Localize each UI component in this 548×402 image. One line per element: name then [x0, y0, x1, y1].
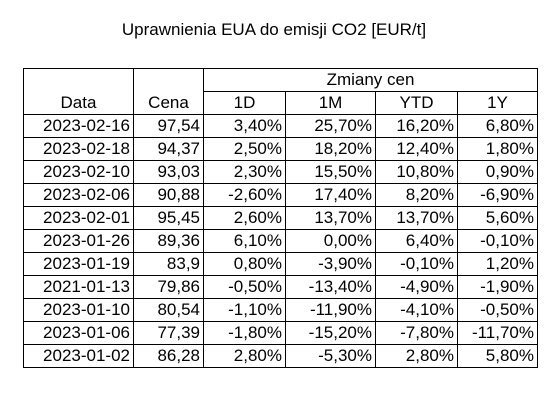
cell-ytd: 10,80% — [375, 160, 458, 184]
header-ytd: YTD — [375, 91, 458, 115]
header-row-group: Zmiany cen — [23, 68, 538, 92]
header-1d: 1D — [203, 91, 286, 115]
cell-1d: -1,10% — [203, 298, 286, 322]
table-row: 2023-01-10 80,54 -1,10% -11,90% -4,10% -0,50% — [23, 298, 538, 322]
cell-1m: 17,40% — [285, 183, 376, 207]
cell-ytd: -0,10% — [375, 252, 458, 276]
table-title: Uprawnienia EUA do emisji CO2 [EUR/t] — [121, 20, 427, 39]
cell-price: 93,03 — [133, 160, 204, 184]
cell-1d: -2,60% — [203, 183, 286, 207]
cell-1y: -11,70% — [457, 321, 538, 345]
cell-date: 2023-01-02 — [23, 344, 134, 368]
price-table: Zmiany cen Data Cena 1D 1M YTD 1Y 2023-0… — [23, 68, 538, 368]
cell-price: 94,37 — [133, 137, 204, 161]
cell-price: 77,39 — [133, 321, 204, 345]
cell-ytd: 13,70% — [375, 206, 458, 230]
table-row: 2023-02-06 90,88 -2,60% 17,40% 8,20% -6,90% — [23, 183, 538, 207]
header-spacer-date — [23, 68, 134, 92]
cell-1m: -5,30% — [285, 344, 376, 368]
cell-price: 89,36 — [133, 229, 204, 253]
cell-price: 83,9 — [133, 252, 204, 276]
header-1y: 1Y — [457, 91, 538, 115]
cell-price: 90,88 — [133, 183, 204, 207]
table-row: 2023-02-01 95,45 2,60% 13,70% 13,70% 5,60% — [23, 206, 538, 230]
header-date: Data — [23, 91, 134, 115]
cell-date: 2023-02-06 — [23, 183, 134, 207]
table-row: 2023-01-19 83,9 0,80% -3,90% -0,10% 1,20% — [23, 252, 538, 276]
cell-1d: 3,40% — [203, 114, 286, 138]
table-row: 2023-01-26 89,36 6,10% 0,00% 6,40% -0,10% — [23, 229, 538, 253]
header-group-changes: Zmiany cen — [203, 68, 538, 92]
cell-date: 2021-01-13 — [23, 275, 134, 299]
cell-1d: 0,80% — [203, 252, 286, 276]
cell-1m: 25,70% — [285, 114, 376, 138]
table-row: 2023-02-10 93,03 2,30% 15,50% 10,80% 0,90% — [23, 160, 538, 184]
cell-1d: 6,10% — [203, 229, 286, 253]
header-1m: 1M — [285, 91, 376, 115]
cell-date: 2023-01-26 — [23, 229, 134, 253]
cell-1m: -15,20% — [285, 321, 376, 345]
cell-ytd: 2,80% — [375, 344, 458, 368]
cell-1y: -0,50% — [457, 298, 538, 322]
cell-date: 2023-02-10 — [23, 160, 134, 184]
cell-1d: 2,30% — [203, 160, 286, 184]
cell-1d: 2,80% — [203, 344, 286, 368]
cell-ytd: 6,40% — [375, 229, 458, 253]
cell-price: 95,45 — [133, 206, 204, 230]
cell-price: 86,28 — [133, 344, 204, 368]
cell-date: 2023-01-19 — [23, 252, 134, 276]
cell-1m: -13,40% — [285, 275, 376, 299]
cell-ytd: 8,20% — [375, 183, 458, 207]
cell-price: 97,54 — [133, 114, 204, 138]
cell-1m: 0,00% — [285, 229, 376, 253]
header-price: Cena — [133, 91, 204, 115]
cell-1y: 6,80% — [457, 114, 538, 138]
cell-ytd: -7,80% — [375, 321, 458, 345]
cell-ytd: 16,20% — [375, 114, 458, 138]
table-row: 2023-01-02 86,28 2,80% -5,30% 2,80% 5,80% — [23, 344, 538, 368]
cell-1d: 2,50% — [203, 137, 286, 161]
cell-1y: 5,80% — [457, 344, 538, 368]
cell-1y: -1,90% — [457, 275, 538, 299]
cell-price: 79,86 — [133, 275, 204, 299]
cell-1m: 13,70% — [285, 206, 376, 230]
cell-1y: -0,10% — [457, 229, 538, 253]
table-row: 2021-01-13 79,86 -0,50% -13,40% -4,90% -1,90% — [23, 275, 538, 299]
cell-date: 2023-02-18 — [23, 137, 134, 161]
cell-price: 80,54 — [133, 298, 204, 322]
cell-date: 2023-01-10 — [23, 298, 134, 322]
cell-ytd: -4,90% — [375, 275, 458, 299]
header-row-columns: Data Cena 1D 1M YTD 1Y — [23, 91, 538, 115]
cell-date: 2023-02-16 — [23, 114, 134, 138]
cell-1d: -0,50% — [203, 275, 286, 299]
cell-1y: 0,90% — [457, 160, 538, 184]
cell-1y: -6,90% — [457, 183, 538, 207]
cell-1d: -1,80% — [203, 321, 286, 345]
cell-1y: 1,80% — [457, 137, 538, 161]
table-row: 2023-02-18 94,37 2,50% 18,20% 12,40% 1,80% — [23, 137, 538, 161]
cell-1m: -11,90% — [285, 298, 376, 322]
cell-date: 2023-01-06 — [23, 321, 134, 345]
cell-1y: 5,60% — [457, 206, 538, 230]
cell-date: 2023-02-01 — [23, 206, 134, 230]
header-spacer-price — [133, 68, 204, 92]
cell-1y: 1,20% — [457, 252, 538, 276]
cell-1m: 18,20% — [285, 137, 376, 161]
table-row: 2023-02-16 97,54 3,40% 25,70% 16,20% 6,80% — [23, 114, 538, 138]
cell-1m: 15,50% — [285, 160, 376, 184]
cell-ytd: -4,10% — [375, 298, 458, 322]
cell-1d: 2,60% — [203, 206, 286, 230]
table-row: 2023-01-06 77,39 -1,80% -15,20% -7,80% -11,70… — [23, 321, 538, 345]
cell-1m: -3,90% — [285, 252, 376, 276]
cell-ytd: 12,40% — [375, 137, 458, 161]
